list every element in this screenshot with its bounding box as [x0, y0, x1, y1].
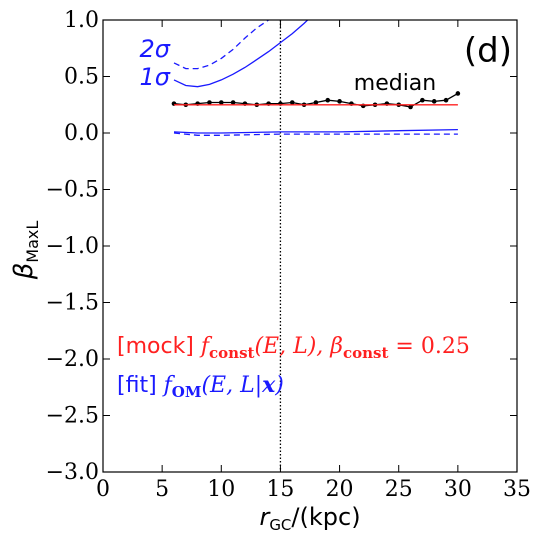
annotation-part: f: [194, 334, 213, 359]
annotation-part: (E, L), β: [254, 334, 343, 359]
series-label: 1σ: [140, 63, 171, 91]
annotation-part: f: [157, 373, 176, 398]
annotation-part: const: [209, 344, 254, 362]
point: [420, 97, 425, 103]
annotation-part: = 0.25: [388, 334, 469, 359]
annotation-part: ): [274, 373, 284, 398]
point: [408, 104, 413, 110]
series-line: [173, 128, 458, 134]
y-axis-label: βMaxL: [9, 221, 42, 281]
y-tick-label: −2.5: [46, 404, 99, 429]
x-label-part: GC: [269, 516, 291, 534]
point: [207, 100, 212, 105]
labels: 0 5 10 15 20 25 30 35 1.0 0.5 0.0 −0.5 −1.0 −1.5 −2.0 −…: [9, 8, 531, 534]
annotation-part: (E, L|: [201, 373, 262, 398]
y-tick-label: −0.5: [46, 178, 99, 203]
x-tick-label: 35: [503, 477, 531, 502]
plot-frame: [102, 19, 518, 473]
x-tick-label: 5: [155, 477, 169, 502]
x-label-part: r: [259, 503, 271, 531]
point: [289, 100, 295, 105]
annotation-part: [fit]: [117, 373, 157, 398]
series-label: median: [354, 71, 436, 96]
point: [218, 100, 224, 105]
x-tick-label: 25: [385, 477, 413, 502]
x-tick-label: 30: [444, 477, 472, 502]
y-label-part: β: [9, 263, 39, 281]
point: [443, 97, 449, 103]
annotation: [fit] fOM(E, L|x): [117, 372, 284, 401]
annotation-part: [mock]: [117, 334, 194, 359]
y-tick-label: −3.0: [46, 460, 99, 485]
x-axis-label: rGC/(kpc): [259, 503, 360, 534]
plot-area: [103, 20, 517, 472]
annotation-part: x: [261, 372, 276, 398]
annotation-part: const: [343, 344, 388, 362]
annotation-part: OM: [172, 383, 202, 401]
series-group: [171, 20, 461, 472]
y-tick-label: −1.0: [46, 234, 99, 259]
series-label: 2σ: [140, 35, 171, 63]
panel-label: (d): [464, 31, 512, 71]
y-tick-label: 0.0: [64, 121, 99, 146]
x-label-part: /(kpc): [291, 503, 360, 531]
point: [230, 100, 236, 105]
point: [431, 99, 437, 104]
annotation: [mock] fconst(E, L), βconst = 0.25: [117, 334, 470, 362]
x-tick-label: 20: [326, 477, 354, 502]
y-label-part: MaxL: [23, 221, 42, 263]
x-tick-label: 15: [266, 477, 294, 502]
x-tick-label: 10: [207, 477, 235, 502]
y-tick-label: 0.5: [64, 65, 99, 90]
point: [325, 97, 331, 103]
series-line: [173, 20, 309, 88]
y-tick-label: −1.5: [46, 291, 99, 316]
y-tick-label: 1.0: [64, 8, 99, 33]
series-line: [173, 132, 458, 136]
x-tick-label: 0: [96, 477, 110, 502]
point: [313, 100, 319, 105]
point: [455, 91, 461, 96]
y-tick-label: −2.0: [46, 347, 99, 372]
series-line: [173, 20, 269, 70]
point: [337, 99, 342, 104]
